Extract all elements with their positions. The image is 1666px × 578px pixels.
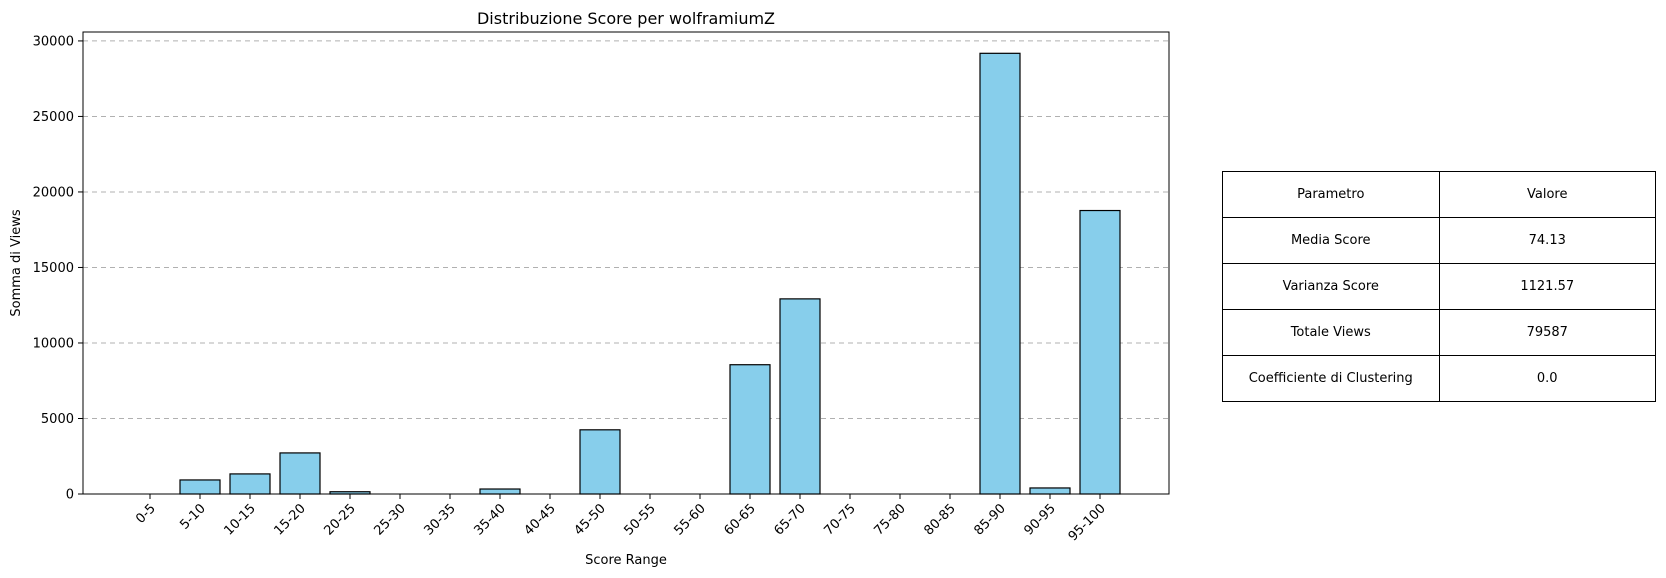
plot-frame <box>82 31 1170 495</box>
x-tick-label: 60-65 <box>722 501 759 538</box>
y-tick-label: 20000 <box>33 185 74 200</box>
x-tick-label: 50-55 <box>622 501 659 538</box>
x-tick-label: 55-60 <box>672 501 709 538</box>
x-tick-label: 40-45 <box>522 501 559 538</box>
table-row: Varianza Score 1121.57 <box>1222 263 1656 310</box>
table-header-cell: Parametro <box>1222 171 1440 218</box>
bar <box>579 429 621 495</box>
bar <box>1079 209 1121 495</box>
x-tick-label: 65-70 <box>772 501 809 538</box>
bar <box>979 52 1021 495</box>
table-row: Media Score 74.13 <box>1222 217 1656 264</box>
x-tick-label: 0-5 <box>133 501 159 527</box>
table-cell-parameter: Media Score <box>1222 217 1440 264</box>
bar <box>729 364 771 495</box>
x-tick-label: 75-80 <box>872 501 909 538</box>
x-tick-label: 30-35 <box>422 501 459 538</box>
y-tick-label: 5000 <box>41 412 74 427</box>
x-tick-label: 85-90 <box>972 501 1009 538</box>
x-tick-label: 25-30 <box>372 501 409 538</box>
x-axis-ticks: 0-5 5-10 10-15 15-20 20-25 25-30 30-35 35-40 40-… <box>133 494 1109 544</box>
bar <box>179 479 221 495</box>
chart-title: Distribuzione Score per wolframiumZ <box>477 9 775 28</box>
y-tick-label: 15000 <box>33 261 74 276</box>
x-tick-label: 20-25 <box>322 501 359 538</box>
x-axis-label: Score Range <box>585 553 667 568</box>
table-cell-parameter: Totale Views <box>1222 309 1440 356</box>
table-header-cell: Valore <box>1438 171 1656 218</box>
y-axis-label: Somma di Views <box>9 209 24 316</box>
x-tick-label: 95-100 <box>1066 501 1109 544</box>
x-tick-label: 70-75 <box>822 501 859 538</box>
table-cell-value: 1121.57 <box>1438 263 1656 310</box>
x-tick-label: 5-10 <box>177 501 208 532</box>
table-cell-parameter: Varianza Score <box>1222 263 1440 310</box>
bar <box>1029 487 1071 495</box>
y-axis-ticks: 0 5000 10000 15000 20000 25000 30000 <box>33 34 83 503</box>
bar <box>229 473 271 495</box>
y-tick-label: 25000 <box>33 110 74 125</box>
table-cell-value: 74.13 <box>1438 217 1656 264</box>
table-header-row: Parametro Valore <box>1222 171 1656 218</box>
y-tick-label: 10000 <box>33 336 74 351</box>
bars <box>179 52 1121 495</box>
y-tick-label: 30000 <box>33 34 74 49</box>
x-tick-label: 80-85 <box>922 501 959 538</box>
table-cell-parameter: Coefficiente di Clustering <box>1222 355 1440 402</box>
bar <box>479 488 521 495</box>
x-tick-label: 45-50 <box>572 501 609 538</box>
table-cell-value: 0.0 <box>1438 355 1656 402</box>
table-row: Totale Views 79587 <box>1222 309 1656 356</box>
table-cell-value: 79587 <box>1438 309 1656 356</box>
x-tick-label: 10-15 <box>222 501 259 538</box>
bar <box>279 452 321 495</box>
x-tick-label: 15-20 <box>272 501 309 538</box>
stats-table: Parametro Valore Media Score 74.13 Varia… <box>1222 171 1656 402</box>
y-tick-label: 0 <box>66 488 74 503</box>
table-row: Coefficiente di Clustering 0.0 <box>1222 355 1656 402</box>
bar <box>779 298 821 495</box>
x-tick-label: 90-95 <box>1022 501 1059 538</box>
x-tick-label: 35-40 <box>472 501 509 538</box>
